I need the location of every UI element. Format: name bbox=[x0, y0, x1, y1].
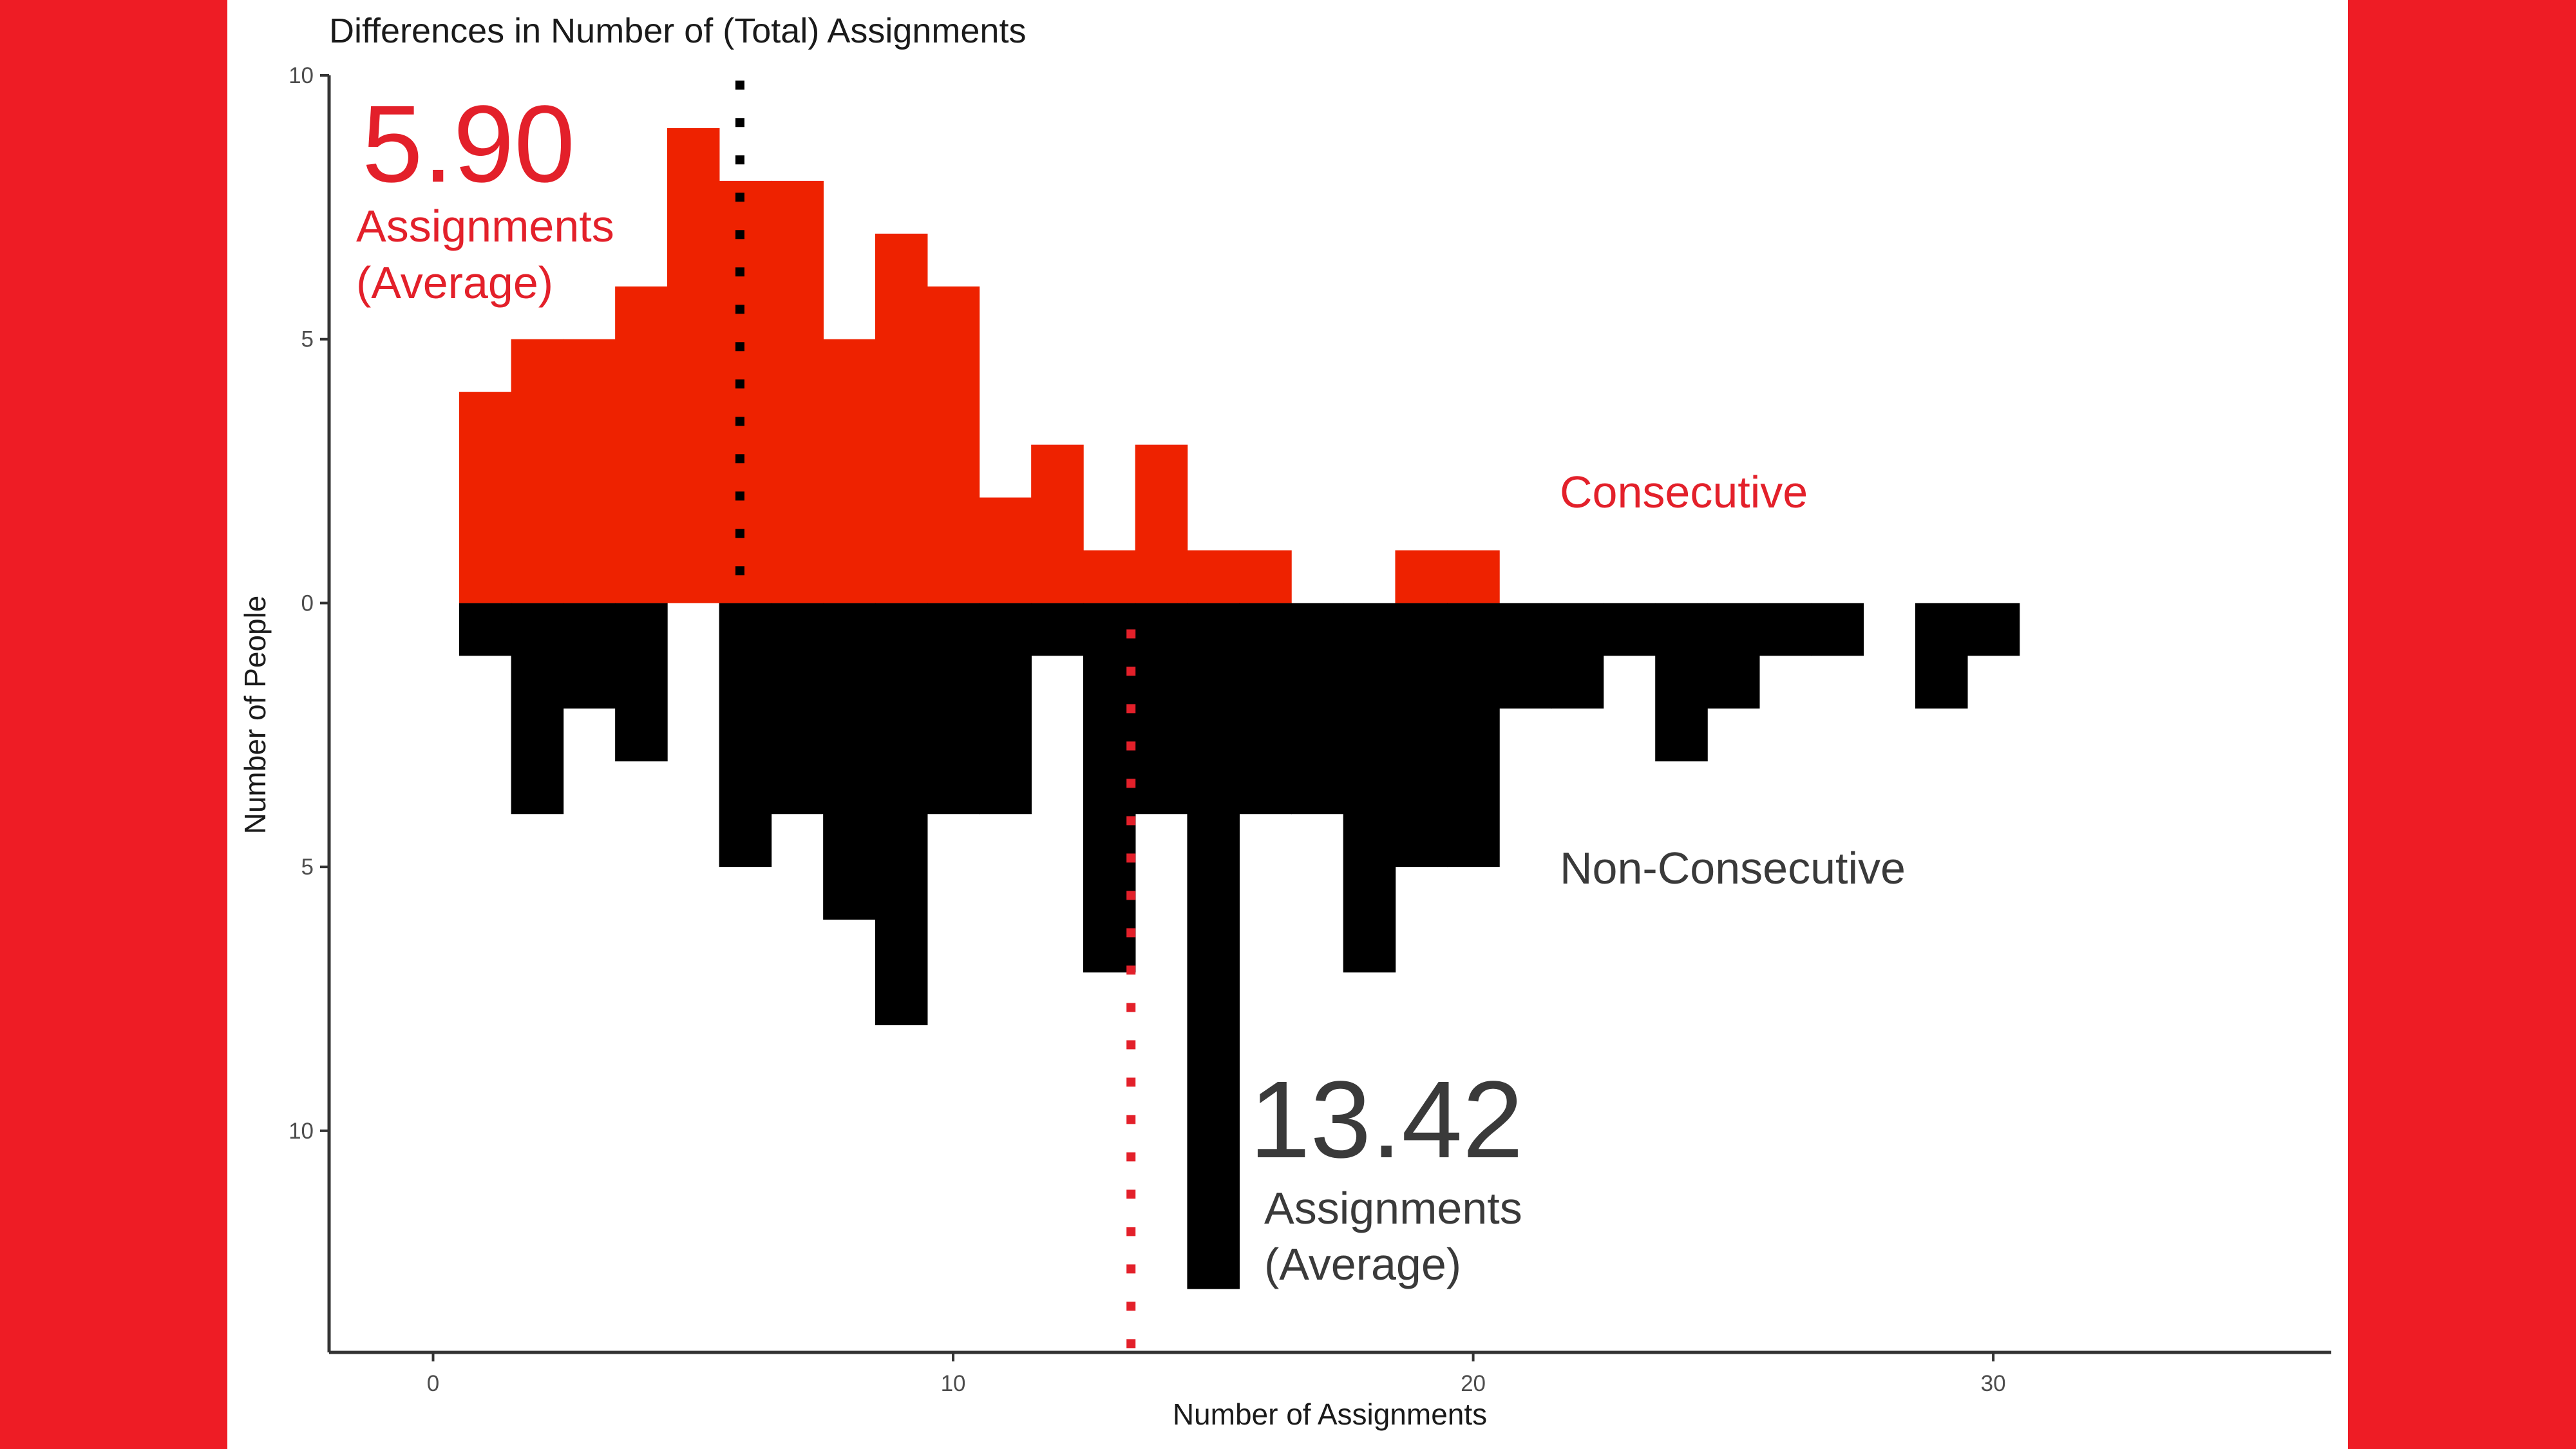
non-consecutive-mean-label-line2: (Average) bbox=[1264, 1239, 1461, 1289]
non-consecutive-bar bbox=[1447, 603, 1500, 867]
x-tick-label: 30 bbox=[1981, 1371, 2006, 1396]
non-consecutive-bar bbox=[1395, 603, 1448, 867]
mean-lines-group bbox=[735, 80, 1136, 1352]
non-consecutive-bar bbox=[1915, 603, 1968, 709]
y-tick-label: 5 bbox=[301, 327, 314, 352]
non-consecutive-mean-value: 13.42 bbox=[1249, 1059, 1523, 1181]
consecutive-bar bbox=[667, 128, 720, 603]
consecutive-bar bbox=[1239, 550, 1292, 603]
non-consecutive-bar bbox=[719, 603, 772, 867]
consecutive-series-label: Consecutive bbox=[1560, 467, 1808, 517]
non-consecutive-bar bbox=[771, 603, 824, 815]
consecutive-bar bbox=[1031, 444, 1084, 603]
consecutive-mean-label-line1: Assignments bbox=[356, 201, 614, 251]
y-ticks-group: 10 5 0 5 10 bbox=[289, 63, 329, 1144]
non-consecutive-bar bbox=[615, 603, 668, 762]
consecutive-bar bbox=[979, 497, 1032, 603]
x-axis-title: Number of Assignments bbox=[1173, 1397, 1487, 1431]
consecutive-bar bbox=[1395, 550, 1448, 603]
non-consecutive-mean-label-line1: Assignments bbox=[1264, 1183, 1522, 1233]
consecutive-mean-value: 5.90 bbox=[362, 83, 575, 205]
y-tick-label: 5 bbox=[301, 855, 314, 880]
non-consecutive-bar bbox=[1239, 603, 1292, 815]
non-consecutive-bar bbox=[1343, 603, 1396, 973]
non-consecutive-bar bbox=[1291, 603, 1344, 815]
consecutive-bar bbox=[459, 392, 512, 603]
bars-group bbox=[459, 128, 2020, 1289]
consecutive-bar bbox=[875, 233, 928, 603]
non-consecutive-bar bbox=[1499, 603, 1552, 709]
non-consecutive-bar bbox=[1811, 603, 1864, 656]
non-consecutive-bar bbox=[1603, 603, 1656, 656]
y-tick-label: 10 bbox=[289, 1119, 314, 1144]
chart-title: Differences in Number of (Total) Assignm… bbox=[329, 12, 1026, 50]
non-consecutive-bar bbox=[1551, 603, 1604, 709]
non-consecutive-bar bbox=[979, 603, 1032, 815]
consecutive-bar bbox=[719, 180, 772, 603]
non-consecutive-bar bbox=[459, 603, 512, 656]
x-tick-label: 10 bbox=[941, 1371, 966, 1396]
consecutive-bar bbox=[927, 286, 980, 603]
consecutive-bar bbox=[1447, 550, 1500, 603]
non-consecutive-bar bbox=[823, 603, 876, 920]
consecutive-bar bbox=[615, 286, 668, 603]
non-consecutive-bar bbox=[1967, 603, 2020, 656]
non-consecutive-bar bbox=[927, 603, 980, 815]
consecutive-bar bbox=[771, 180, 824, 603]
non-consecutive-bar bbox=[1135, 603, 1188, 815]
axes-group bbox=[327, 75, 2331, 1354]
non-consecutive-bar bbox=[511, 603, 564, 815]
y-tick-label: 10 bbox=[289, 63, 314, 88]
non-consecutive-series-label: Non-Consecutive bbox=[1560, 843, 1906, 893]
non-consecutive-bar bbox=[1187, 603, 1240, 1289]
y-tick-label: 0 bbox=[301, 591, 314, 616]
non-consecutive-bar bbox=[1759, 603, 1812, 656]
non-consecutive-bar bbox=[1655, 603, 1708, 762]
non-consecutive-bar bbox=[1707, 603, 1760, 709]
non-consecutive-bar bbox=[875, 603, 928, 1025]
consecutive-bar bbox=[1083, 550, 1136, 603]
consecutive-bar bbox=[563, 339, 616, 603]
consecutive-mean-label-line2: (Average) bbox=[356, 258, 553, 308]
consecutive-bar bbox=[1187, 550, 1240, 603]
x-ticks-group: 0 10 20 30 bbox=[427, 1352, 2006, 1396]
x-tick-label: 0 bbox=[427, 1371, 439, 1396]
non-consecutive-bar bbox=[563, 603, 616, 709]
consecutive-bar bbox=[511, 339, 564, 603]
consecutive-bar bbox=[1135, 444, 1188, 603]
x-tick-label: 20 bbox=[1461, 1371, 1486, 1396]
non-consecutive-bar bbox=[1031, 603, 1084, 656]
consecutive-bar bbox=[823, 339, 876, 603]
y-axis-title: Number of People bbox=[238, 596, 272, 835]
